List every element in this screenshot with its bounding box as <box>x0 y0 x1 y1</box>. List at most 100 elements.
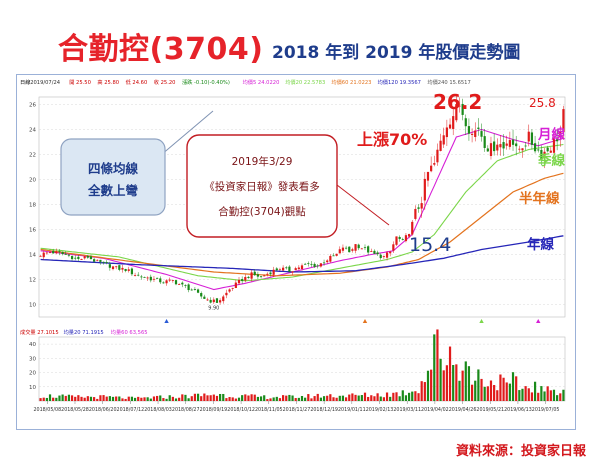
candle-body <box>108 264 111 268</box>
volume-bar <box>58 395 61 401</box>
volume-bar <box>556 395 559 401</box>
volume-bar <box>48 394 52 401</box>
volume-bar <box>228 397 231 401</box>
volume-bar <box>149 398 152 401</box>
volume-bar <box>288 394 291 401</box>
candle-body <box>511 139 515 145</box>
x-tick-label: 2018/11/05 <box>255 407 283 413</box>
candle-body <box>231 287 234 289</box>
candle-body <box>452 116 455 129</box>
candle-body <box>351 249 354 251</box>
volume-bar <box>373 396 376 401</box>
period-markers <box>164 319 541 323</box>
callout-right-box <box>186 134 338 238</box>
candlesticks <box>39 95 565 305</box>
volume-bar <box>99 395 102 401</box>
volume-bar <box>168 395 171 401</box>
candle-body <box>458 105 461 107</box>
candle-body <box>477 127 480 129</box>
candle-body <box>228 289 231 292</box>
callout-left-box <box>60 138 166 216</box>
candle-body <box>159 278 162 283</box>
price-tick-label: 22 <box>29 153 36 159</box>
candle-body <box>407 234 411 237</box>
volume-bar <box>398 396 401 401</box>
volume-bar <box>269 398 272 401</box>
price-last-label: 25.8 <box>529 96 556 110</box>
candle-body <box>263 275 266 277</box>
volume-bar <box>121 398 124 401</box>
volume-bar <box>225 398 228 401</box>
x-tick-label: 2018/07/12 <box>117 407 145 413</box>
volume-bar <box>470 384 474 401</box>
volume-bar <box>55 397 58 401</box>
candle-body <box>99 259 102 262</box>
info-open: 開 25.50 <box>69 79 91 86</box>
x-tick-label: 2019/06/13 <box>504 407 532 413</box>
volume-bar <box>341 395 345 401</box>
volume-bar <box>300 395 304 401</box>
info-change: 漲跌 -0.10(-0.40%) <box>182 78 230 86</box>
volume-bar <box>297 397 300 401</box>
volume-bar <box>436 329 439 401</box>
info-close: 收 25.20 <box>154 78 176 86</box>
label-month-line: 月線 <box>537 126 566 143</box>
candle-body <box>143 277 146 278</box>
volume-bar <box>477 369 480 401</box>
volume-bar <box>351 393 354 401</box>
candle-body <box>493 141 496 152</box>
candle-body <box>496 144 499 151</box>
volume-bar <box>184 394 187 401</box>
volume-bar <box>420 381 423 401</box>
volume-bar <box>102 395 105 401</box>
candle-body <box>77 256 80 260</box>
label-quarter-line: 季線 <box>537 152 566 169</box>
x-tick-label: 2018/05/28 <box>61 407 89 413</box>
volume-bar <box>540 386 543 401</box>
period-marker <box>536 319 541 323</box>
candle-body <box>203 296 206 299</box>
volume-bar <box>370 395 373 401</box>
volume-bar <box>118 396 121 401</box>
candle-body <box>373 250 376 254</box>
volume-bar <box>278 398 282 401</box>
volume-bar <box>234 398 237 401</box>
volume-header-2: 均量60 63,565 <box>111 328 148 336</box>
candle-body <box>508 140 511 147</box>
candle-body <box>140 276 143 278</box>
volume-bar <box>133 397 137 401</box>
candle-body <box>111 266 115 270</box>
volume-bar <box>480 378 483 401</box>
volume-bar <box>389 396 392 401</box>
candle-body <box>474 130 477 138</box>
volume-bar <box>433 334 436 401</box>
volume-bar <box>515 376 518 401</box>
volume-bar <box>222 393 225 401</box>
price-peak-label: 26.2 <box>433 90 482 114</box>
candle-body <box>319 263 323 267</box>
candle-body <box>480 131 483 137</box>
candle-body <box>127 269 130 271</box>
price-tick-label: 24 <box>29 128 36 134</box>
candle-body <box>433 163 436 165</box>
label-halfyear-line: 半年線 <box>519 190 560 207</box>
volume-bar <box>45 397 48 401</box>
candle-body <box>193 289 197 290</box>
candle-body <box>171 280 174 281</box>
period-marker <box>164 319 169 323</box>
volume-bar <box>108 396 111 401</box>
volume-bar <box>181 394 184 401</box>
volume-bar <box>524 386 527 401</box>
volume-bar <box>115 396 118 401</box>
x-tick-label: 2018/10/12 <box>227 407 255 413</box>
volume-bar <box>483 386 486 401</box>
candle-body <box>237 280 241 284</box>
volume-bar <box>496 390 499 401</box>
volume-bar <box>196 393 200 401</box>
candle-body <box>259 276 263 278</box>
info-ma-0: 均價5 24.0220 <box>243 78 280 86</box>
candle-body <box>184 285 187 287</box>
volume-bar <box>80 396 83 401</box>
volume-bar <box>256 396 260 401</box>
x-tick-label: 2018/08/27 <box>172 407 200 413</box>
